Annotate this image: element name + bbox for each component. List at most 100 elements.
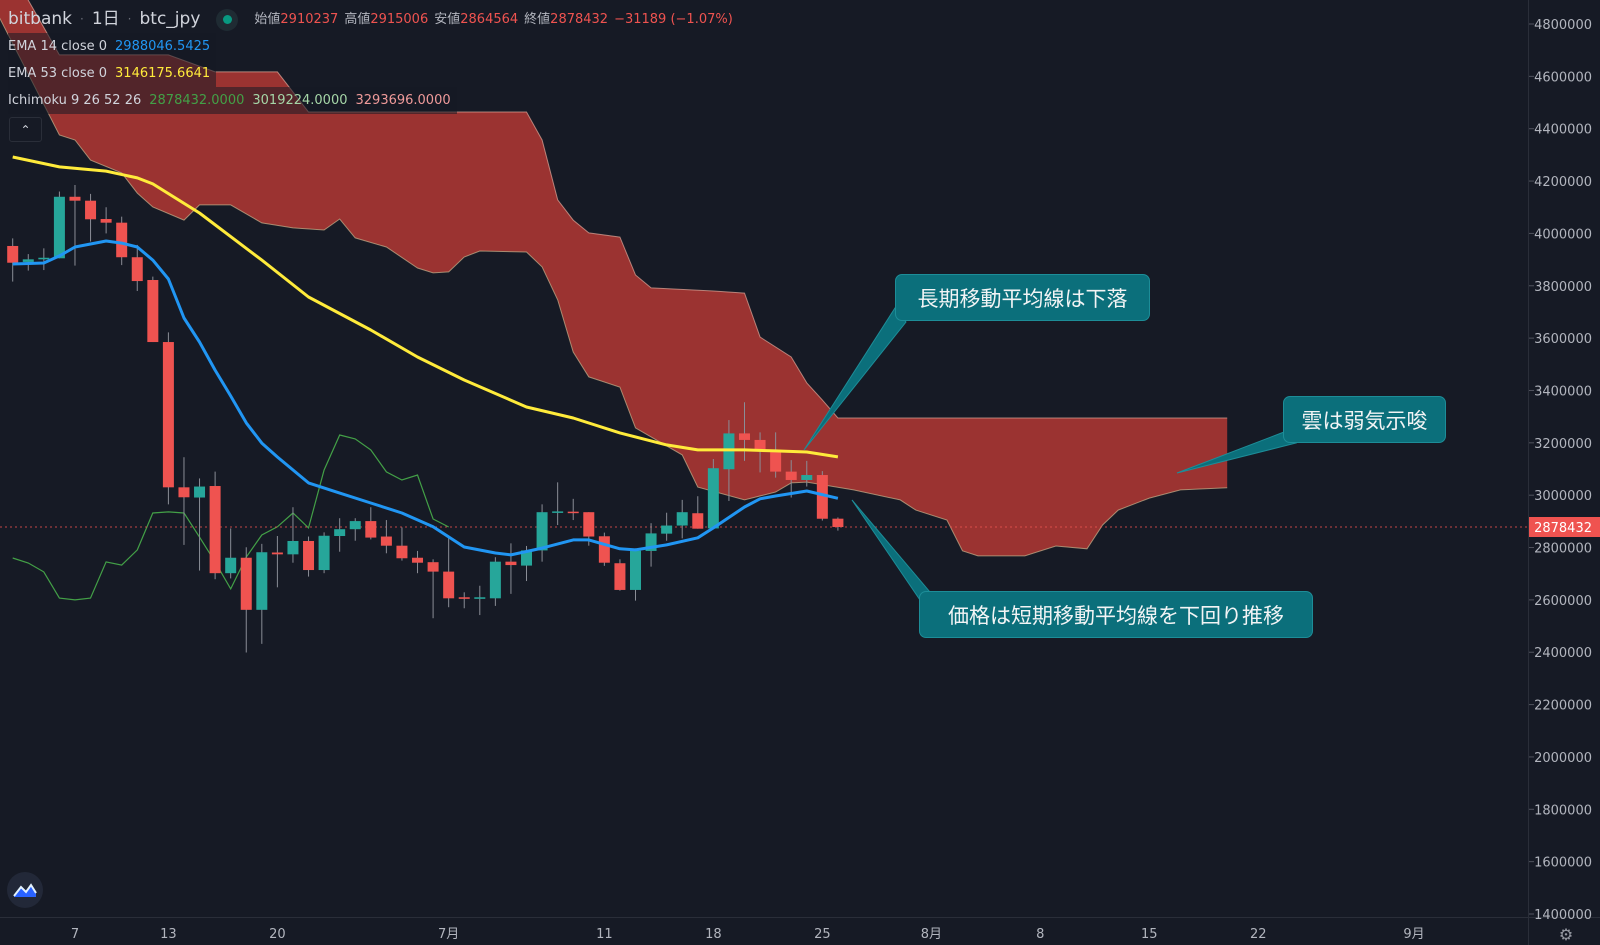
price-tick-label: 1800000 xyxy=(1534,803,1592,818)
candle xyxy=(100,207,112,234)
candle xyxy=(536,504,548,562)
indicator-ema53[interactable]: EMA 53 close 0 3146175.6641 xyxy=(8,60,217,87)
candle xyxy=(256,543,268,644)
candle xyxy=(349,518,361,541)
candle-body-down xyxy=(770,449,782,472)
candle xyxy=(178,457,190,545)
separator: · xyxy=(80,12,84,26)
candle xyxy=(614,559,626,591)
candle xyxy=(785,460,797,498)
interval[interactable]: 1日 xyxy=(91,9,120,29)
ema14-line xyxy=(12,239,839,557)
collapse-legend-button[interactable]: ⌃ xyxy=(9,117,42,142)
indicator-label: EMA 53 close 0 xyxy=(8,66,108,81)
candle xyxy=(380,520,392,554)
market-status-icon xyxy=(216,8,239,31)
price-tick-label: 1400000 xyxy=(1534,908,1592,923)
plot-area xyxy=(0,0,1528,653)
price-change: −31189 (−1.07%) xyxy=(614,12,733,27)
candle xyxy=(458,592,470,609)
price-tick-label: 4800000 xyxy=(1534,18,1592,33)
price-tick-label: 4000000 xyxy=(1534,227,1592,242)
price-tick-label: 3200000 xyxy=(1534,437,1592,452)
candle-body-down xyxy=(69,196,81,201)
candle-body-down xyxy=(738,433,750,440)
candle xyxy=(832,517,844,531)
candle-body-up xyxy=(521,550,533,566)
candle-body-down xyxy=(443,571,455,599)
time-tick-label: 22 xyxy=(1250,927,1267,942)
price-tick-label: 4200000 xyxy=(1534,175,1592,190)
candle-body-down xyxy=(7,245,19,263)
candle-body-down xyxy=(303,540,315,571)
time-tick-label: 7 xyxy=(71,927,79,942)
candle xyxy=(427,559,439,619)
indicator-ichimoku[interactable]: Ichimoku 9 26 52 26 2878432.0000 3019224… xyxy=(8,87,457,114)
candle xyxy=(38,248,50,271)
candle-body-up xyxy=(334,529,346,537)
candle xyxy=(801,460,813,487)
time-tick-label: 18 xyxy=(705,927,722,942)
annotation-text: 長期移動平均線は下落 xyxy=(917,286,1128,311)
annotation-cloud[interactable]: 雲は弱気示唆 xyxy=(1283,396,1446,443)
time-tick-label: 11 xyxy=(596,927,613,942)
candle xyxy=(630,548,641,601)
ichimoku-cloud xyxy=(0,0,1228,556)
candle xyxy=(661,512,673,541)
candle xyxy=(131,244,143,291)
candle-body-up xyxy=(661,525,673,534)
gear-icon[interactable]: ⚙ xyxy=(1558,925,1574,944)
candle-body-up xyxy=(630,550,641,590)
candle-body-down xyxy=(785,471,797,480)
symbol[interactable]: btc_jpy xyxy=(139,9,201,29)
price-tick-label: 3800000 xyxy=(1534,280,1592,295)
exchange-name: bitbank xyxy=(8,9,73,29)
candle xyxy=(676,499,688,539)
candle xyxy=(271,536,283,588)
candle-body-up xyxy=(194,486,206,498)
indicator-value: 3146175.6641 xyxy=(115,66,211,81)
candle xyxy=(209,471,221,580)
candle-body-up xyxy=(53,196,65,259)
time-tick-label: 8 xyxy=(1036,927,1044,942)
candle-body-up xyxy=(22,259,34,262)
symbol-header[interactable]: bitbank · 1日 · btc_jpy 始値2910237 高値29150… xyxy=(8,6,733,33)
tradingview-logo[interactable] xyxy=(7,872,43,908)
candle-body-up xyxy=(318,535,330,571)
indicator-value: 3293696.0000 xyxy=(355,93,451,108)
time-tick-label: 25 xyxy=(814,927,831,942)
candle-body-up xyxy=(645,533,657,551)
candle-body-down xyxy=(209,486,221,574)
candle-body-down xyxy=(100,219,112,223)
price-axis[interactable]: 4800000 4600000 4400000 4200000 4000000 38000… xyxy=(1529,18,1600,923)
candle xyxy=(754,432,766,473)
logo-wave-icon xyxy=(13,883,37,897)
candle-body-down xyxy=(240,557,252,610)
price-tick-label: 3600000 xyxy=(1534,332,1592,347)
price-tick-label: 2800000 xyxy=(1534,542,1592,557)
candle xyxy=(396,527,408,561)
candle-body-down xyxy=(380,536,392,546)
price-tick-label: 2000000 xyxy=(1534,751,1592,766)
candle xyxy=(116,216,128,266)
candle-body-down xyxy=(116,222,128,258)
candle xyxy=(7,238,19,282)
candle-body-down xyxy=(147,280,159,343)
time-axis[interactable]: 7 13 20 7月 11 18 25 8月 8 15 22 9月 xyxy=(71,927,1425,942)
candle-body-up xyxy=(676,512,688,526)
candle-body-up xyxy=(707,468,719,529)
candle xyxy=(162,332,174,505)
annotation-pointer xyxy=(851,499,931,601)
indicator-ema14[interactable]: EMA 14 close 0 2988046.5425 xyxy=(8,33,217,60)
candle-body-down xyxy=(396,545,408,559)
last-price-badge xyxy=(1529,516,1600,537)
cloud-leading-span-b xyxy=(27,0,1228,419)
indicator-value: 3019224.0000 xyxy=(252,93,348,108)
annotation-long-term-ma[interactable]: 長期移動平均線は下落 xyxy=(895,274,1150,321)
candle xyxy=(318,532,330,574)
annotation-price-below-ma[interactable]: 価格は短期移動平均線を下回り推移 xyxy=(919,591,1313,638)
annotation-text: 雲は弱気示唆 xyxy=(1301,408,1428,433)
candle xyxy=(567,498,579,521)
candle xyxy=(412,550,424,574)
